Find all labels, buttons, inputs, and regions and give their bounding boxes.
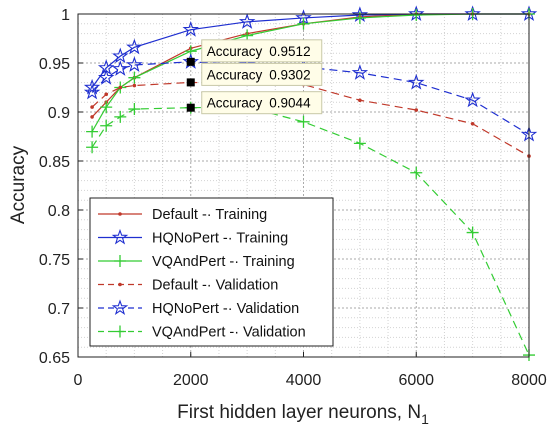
data-point (410, 166, 423, 179)
y-tick-label: 0.8 (48, 203, 70, 220)
data-point (86, 141, 99, 154)
legend-label: Default -· Validation (152, 278, 278, 294)
y-tick-labels: 0.65 0.7 0.75 0.8 0.85 0.9 0.95 1 (39, 7, 83, 367)
data-point (128, 71, 141, 84)
data-point (297, 115, 310, 128)
datatips: Accuracy 0.9512 Accuracy 0.9302 Accuracy 0.90… (186, 39, 323, 115)
x-axis-title: First hidden layer neurons, N1 (177, 402, 429, 427)
data-point (132, 83, 137, 88)
x-axis-subscript: 1 (421, 411, 429, 427)
x-tick-label: 4000 (286, 372, 322, 389)
y-axis-title: Accuracy (8, 145, 29, 224)
legend-marker (111, 228, 129, 245)
y-tick-label: 1 (61, 7, 70, 24)
legend-marker (114, 325, 126, 338)
data-point (90, 115, 94, 119)
data-point (126, 38, 143, 55)
data-point (118, 85, 123, 90)
legend-marker (118, 212, 122, 216)
datatip-marker (186, 103, 195, 112)
datatip-text: Accuracy 0.9302 (207, 67, 311, 82)
legend-label: VQAndPert -· Training (152, 254, 295, 270)
x-axis-title-main: First hidden layer neurons, N (177, 402, 421, 423)
x-tick-label: 6000 (398, 372, 434, 389)
data-point (414, 108, 419, 112)
y-tick-label: 0.95 (39, 56, 70, 73)
legend-box (89, 197, 334, 347)
legend-label: HQNoPert -· Training (152, 231, 288, 247)
datatip-text: Accuracy 0.9512 (207, 44, 311, 59)
data-point (114, 110, 127, 123)
data-point (112, 60, 129, 76)
data-point (83, 78, 101, 95)
data-point (112, 47, 129, 64)
data-point (470, 121, 475, 126)
legend-label: VQAndPert -· Validation (152, 325, 306, 341)
legend-marker (111, 299, 129, 316)
legend-label: Default -· Training (152, 207, 267, 223)
data-point (100, 119, 113, 132)
y-tick-label: 0.9 (48, 105, 70, 122)
data-point (126, 56, 143, 72)
x-tick-label: 2000 (173, 372, 209, 389)
y-tick-label: 0.65 (39, 350, 70, 367)
x-tick-labels: 0 2000 4000 6000 8000 (74, 352, 547, 389)
data-point (100, 101, 113, 114)
legend-marker (118, 282, 122, 287)
data-point (86, 125, 99, 138)
x-tick-label: 8000 (511, 372, 547, 389)
data-point (466, 226, 479, 239)
legend-marker (114, 255, 126, 267)
y-tick-label: 0.7 (48, 301, 70, 318)
x-tick-label: 0 (74, 372, 83, 389)
datatip-marker (186, 57, 195, 66)
data-point (128, 103, 141, 116)
data-point (83, 83, 101, 100)
data-point (97, 69, 115, 85)
data-point (464, 91, 481, 108)
datatip-box (201, 39, 323, 63)
data-point (182, 21, 200, 37)
data-point (407, 73, 425, 90)
data-point (351, 64, 369, 80)
y-tick-label: 0.75 (39, 252, 70, 269)
legend: Default -· Training HQNoPert -· Training V… (89, 197, 334, 347)
data-point (90, 105, 94, 109)
data-point (358, 98, 362, 103)
datatip-box (201, 62, 323, 86)
data-point (104, 92, 108, 97)
y-tick-label: 0.85 (39, 154, 70, 171)
datatip-marker (186, 78, 195, 87)
series-line-4 (91, 61, 530, 136)
datatip-text: Accuracy 0.9044 (207, 96, 311, 111)
legend-label: HQNoPert -· Validation (152, 301, 299, 317)
data-point (297, 17, 310, 30)
datatip-box (201, 91, 323, 115)
data-point (238, 13, 256, 29)
data-point (353, 137, 366, 150)
data-point (410, 8, 423, 21)
